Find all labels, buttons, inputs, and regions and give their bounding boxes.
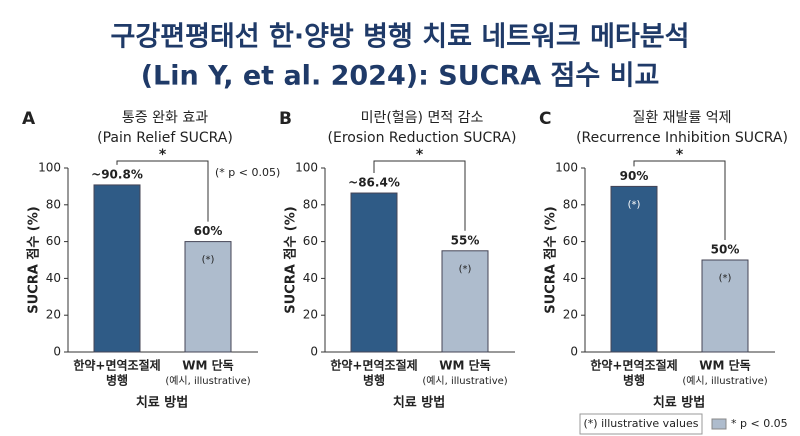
y-tick-label: 0: [53, 345, 61, 359]
bar: [701, 259, 749, 353]
y-tick-label: 60: [303, 234, 318, 248]
legend-note: (*) illustrative values: [584, 417, 699, 430]
x-tick-label: 한약+면역조절제: [590, 358, 677, 373]
y-tick-label: 40: [563, 271, 578, 285]
x-tick-label: 병행: [623, 373, 645, 388]
x-axis-label: 치료 방법: [653, 395, 705, 411]
x-tick-label: 병행: [363, 373, 385, 388]
panel-title: (Pain Relief SUCRA): [97, 130, 233, 146]
panel-title: 질환 재발률 억제: [632, 110, 731, 126]
value-label: 50%: [711, 243, 740, 257]
page-title: 구강편평태선 한·양방 병행 치료 네트워크 메타분석: [111, 22, 690, 53]
panel-title: 통증 완화 효과: [122, 110, 208, 126]
y-tick-label: 0: [310, 345, 318, 359]
y-tick-label: 80: [46, 197, 61, 211]
y-tick-label: 20: [563, 308, 578, 322]
significance-mark: *: [159, 147, 167, 163]
y-axis-label: SUCRA 점수 (%): [27, 206, 42, 313]
x-tick-label: (예시, illustrative): [682, 375, 767, 387]
bar-note: (*): [719, 273, 732, 284]
panel-title: (Recurrence Inhibition SUCRA): [576, 130, 788, 146]
y-tick-label: 40: [303, 271, 318, 285]
legend-significance: * p < 0.05: [731, 417, 788, 430]
x-axis-label: 치료 방법: [393, 395, 445, 411]
panel-title: 미란(헐음) 면적 감소: [361, 110, 484, 126]
y-axis-label: SUCRA 점수 (%): [284, 206, 299, 313]
y-tick-label: 0: [570, 345, 578, 359]
value-label: 90%: [620, 169, 649, 183]
bar-note: (*): [202, 255, 215, 266]
x-tick-label: 병행: [106, 373, 128, 388]
significance-note: (* p < 0.05): [215, 166, 280, 179]
value-label: 55%: [451, 233, 480, 247]
x-tick-label: 한약+면역조절제: [330, 358, 417, 373]
significance-mark: *: [416, 147, 424, 163]
y-tick-label: 100: [555, 161, 578, 175]
x-tick-label: WM 단독: [699, 358, 750, 373]
bar: [441, 250, 489, 353]
significance-mark: *: [676, 147, 684, 163]
panel-letter: C: [539, 109, 551, 129]
value-label: 60%: [194, 224, 223, 238]
y-axis-label: SUCRA 점수 (%): [544, 206, 559, 313]
bar: [350, 192, 398, 353]
y-tick-label: 20: [46, 308, 61, 322]
y-tick-label: 60: [563, 234, 578, 248]
y-tick-label: 80: [563, 197, 578, 211]
y-tick-label: 100: [295, 161, 318, 175]
y-tick-label: 60: [46, 234, 61, 248]
y-tick-label: 80: [303, 197, 318, 211]
bar: [93, 184, 141, 353]
x-tick-label: WM 단독: [182, 358, 233, 373]
panel-title: (Erosion Reduction SUCRA): [328, 130, 517, 146]
value-label: ~86.4%: [348, 176, 400, 190]
x-axis-label: 치료 방법: [136, 395, 188, 411]
x-tick-label: (예시, illustrative): [422, 375, 507, 387]
bar: [610, 185, 658, 353]
significance-bracket: [116, 160, 209, 222]
x-tick-label: WM 단독: [439, 358, 490, 373]
legend-box: [579, 413, 703, 435]
y-tick-label: 20: [303, 308, 318, 322]
x-tick-label: 한약+면역조절제: [73, 358, 160, 373]
bar-note: (*): [628, 199, 641, 210]
value-label: ~90.8%: [91, 167, 143, 181]
bar-note: (*): [459, 264, 472, 275]
panel-letter: B: [279, 109, 292, 129]
significance-bracket: [373, 160, 466, 231]
y-tick-label: 100: [38, 161, 61, 175]
significance-bracket: [633, 160, 726, 240]
bar: [184, 241, 232, 353]
page-subtitle: (Lin Y, et al. 2024): SUCRA 점수 비교: [141, 61, 660, 92]
x-tick-label: (예시, illustrative): [165, 375, 250, 387]
legend-swatch: [711, 418, 727, 430]
panel-letter: A: [22, 109, 36, 129]
y-tick-label: 40: [46, 271, 61, 285]
